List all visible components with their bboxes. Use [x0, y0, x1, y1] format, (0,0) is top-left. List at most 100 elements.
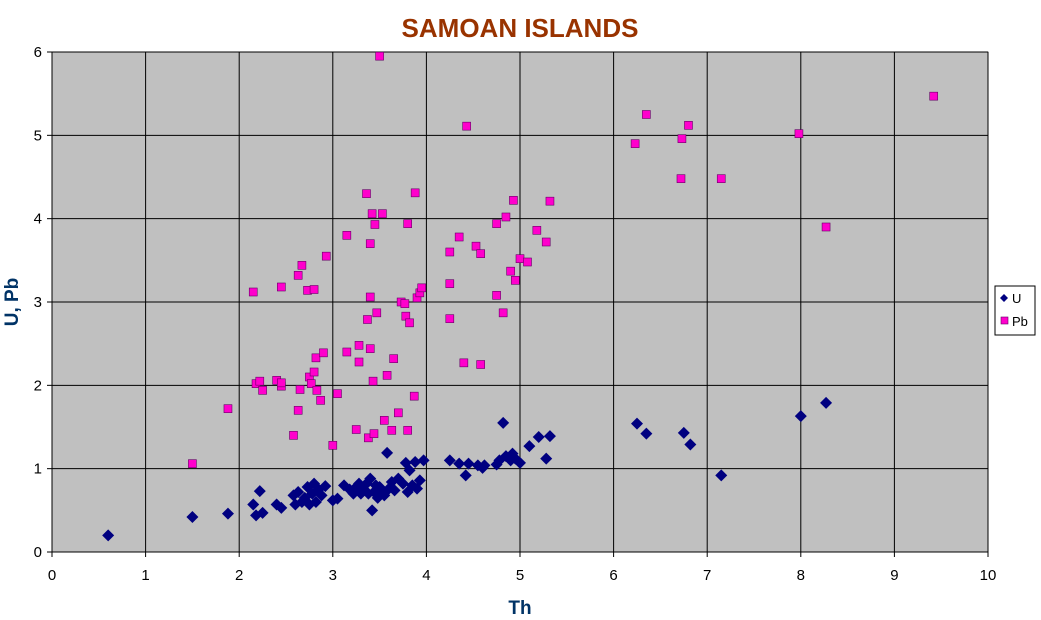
x-tick-label: 5 [516, 567, 524, 584]
u-data-point [532, 431, 545, 443]
u-data-point [459, 469, 472, 482]
y-tick-label: 5 [34, 127, 42, 144]
pb-data-point [445, 247, 455, 257]
u-data-point [715, 469, 728, 482]
pb-data-point [188, 459, 197, 468]
u-data-point [684, 438, 697, 451]
pb-data-point [403, 426, 412, 435]
pb-data-point [471, 241, 481, 251]
pb-data-point [417, 283, 427, 293]
pb-data-point [409, 391, 419, 401]
pb-data-point [293, 271, 303, 280]
pb-data-point [462, 121, 471, 131]
pb-data-point [394, 408, 403, 418]
pb-data-point [311, 353, 321, 363]
pb-data-point [365, 292, 375, 302]
pb-data-point [333, 389, 342, 398]
pb-data-point [532, 226, 542, 235]
pb-data-point [354, 357, 364, 367]
u-data-point [247, 498, 260, 511]
pb-data-point [506, 266, 515, 276]
u-data-point [253, 485, 266, 498]
u-data-point [523, 440, 536, 453]
pb-data-point [379, 416, 389, 425]
pb-data-point [410, 188, 420, 198]
chart-title: SAMOAN ISLANDS [402, 13, 639, 43]
x-tick-label: 1 [141, 567, 149, 584]
legend-u-label: U [1012, 291, 1021, 306]
pb-data-point [277, 378, 286, 388]
pb-data-point [642, 110, 651, 119]
pb-data-point [312, 386, 322, 395]
y-tick-label: 0 [34, 544, 42, 561]
legend-pb-label: Pb [1012, 314, 1028, 329]
pb-data-point [328, 441, 338, 450]
x-tick-label: 4 [422, 567, 430, 584]
x-tick-label: 2 [235, 567, 243, 584]
pb-data-point [794, 129, 804, 138]
u-data-point [443, 454, 456, 467]
pb-data-point [511, 276, 520, 285]
pb-data-point [445, 314, 455, 323]
pb-data-point [389, 354, 398, 363]
pb-data-point [368, 376, 378, 386]
pb-data-point [297, 261, 307, 270]
y-tick-label: 4 [34, 211, 42, 228]
u-data-point [478, 459, 491, 472]
u-data-point [409, 456, 422, 468]
pb-data-point [365, 239, 375, 248]
pb-data-point [509, 196, 518, 205]
y-tick-label: 3 [34, 294, 42, 311]
pb-data-point [405, 318, 414, 328]
pb-data-point [501, 212, 511, 222]
u-data-point [388, 484, 401, 497]
pb-data-point [492, 291, 501, 300]
pb-data-point [321, 251, 331, 261]
pb-data-point [378, 209, 387, 218]
pb-data-point [387, 426, 397, 435]
x-tick-label: 10 [980, 567, 997, 584]
u-data-point [292, 486, 305, 498]
pb-data-point [295, 385, 305, 394]
pb-data-point [289, 431, 298, 440]
legend-pb-marker [1000, 316, 1009, 325]
pb-data-point [684, 121, 693, 130]
u-data-point [319, 480, 332, 493]
legend: U Pb [994, 285, 1036, 336]
pb-data-point [369, 429, 379, 438]
pb-data-point [677, 134, 687, 143]
pb-data-point [375, 51, 384, 61]
y-tick-label: 1 [34, 461, 42, 478]
pb-data-point [372, 308, 382, 318]
u-data-point [413, 474, 426, 487]
u-data-point [381, 446, 394, 459]
u-data-point [250, 509, 263, 522]
pb-data-point [365, 344, 375, 353]
pb-data-point [929, 91, 939, 101]
pb-data-point [492, 219, 501, 228]
pb-data-point [306, 379, 316, 388]
u-data-point [364, 472, 377, 485]
pb-data-point [319, 348, 328, 358]
pb-data-point [293, 406, 303, 415]
u-data-point [331, 492, 344, 505]
u-data-point [397, 477, 409, 490]
pb-data-point [354, 341, 364, 350]
pb-data-point [498, 308, 508, 318]
pb-data-point [541, 237, 551, 247]
pb-data-point [342, 347, 352, 357]
pb-data-point [248, 287, 258, 297]
pb-data-point [476, 360, 485, 369]
u-data-point [403, 464, 416, 477]
pb-data-point [342, 231, 352, 240]
u-data-point [309, 496, 322, 508]
pb-data-point [223, 404, 233, 413]
legend-box [994, 285, 1036, 336]
x-tick-label: 8 [797, 567, 805, 584]
pb-data-point [277, 282, 286, 292]
series-pb-points [188, 51, 939, 468]
x-tick-label: 7 [703, 567, 711, 584]
pb-data-point [309, 367, 319, 377]
pb-data-point [255, 376, 265, 386]
